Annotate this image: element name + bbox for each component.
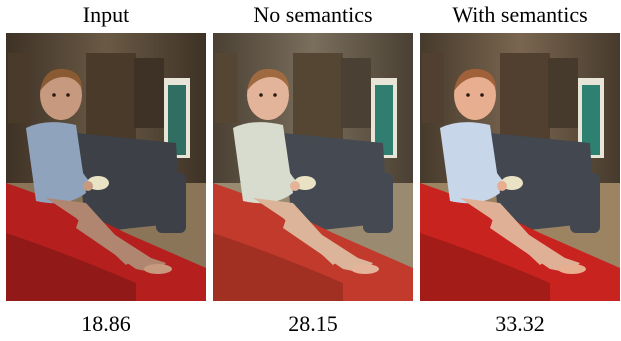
photo-input xyxy=(6,33,206,301)
bookshelf-left xyxy=(8,53,30,123)
child-hair xyxy=(40,68,82,91)
blanket-shadow xyxy=(420,233,550,301)
child-arm xyxy=(472,143,505,191)
sofa-arm xyxy=(363,173,393,233)
sofa xyxy=(490,133,595,233)
eye-right xyxy=(273,93,277,97)
blanket-shadow xyxy=(213,233,343,301)
blanket-shadow xyxy=(6,233,136,301)
bookshelf-left xyxy=(422,53,444,123)
photo-no-semantics xyxy=(213,33,413,301)
child-hair xyxy=(247,68,289,91)
door xyxy=(375,85,393,155)
eye-left xyxy=(259,93,263,97)
panel-score: 28.15 xyxy=(288,311,338,336)
eye-left xyxy=(52,93,56,97)
sofa-arm xyxy=(570,173,600,233)
foot xyxy=(558,264,586,274)
sofa xyxy=(283,133,388,233)
panel-input: Input 18.86 xyxy=(6,0,206,341)
hand xyxy=(497,181,507,191)
shelf-back xyxy=(500,53,550,143)
child-face xyxy=(247,70,289,120)
sofa xyxy=(76,133,181,233)
panel-with-semantics: With semantics 33.32 xyxy=(420,0,620,341)
panel-title: With semantics xyxy=(452,2,588,27)
panel-score: 18.86 xyxy=(81,311,131,336)
foot xyxy=(144,264,172,274)
child-hair xyxy=(454,68,496,91)
panel-score: 33.32 xyxy=(495,311,545,336)
eye-left xyxy=(466,93,470,97)
child-shirt xyxy=(440,122,500,204)
dark-wall-panel xyxy=(341,58,371,128)
child-face xyxy=(454,70,496,120)
dark-wall-panel xyxy=(134,58,164,128)
child-face xyxy=(40,70,82,120)
hand xyxy=(83,181,93,191)
foot xyxy=(351,264,379,274)
door xyxy=(168,85,186,155)
child-shirt xyxy=(233,122,293,204)
leg-lower xyxy=(76,213,166,273)
dark-wall-panel xyxy=(548,58,578,128)
photo-with-semantics xyxy=(420,33,620,301)
leg-lower xyxy=(283,213,373,273)
eye-right xyxy=(480,93,484,97)
shelf-back xyxy=(86,53,136,143)
panel-no-semantics: No semantics 28.15 xyxy=(213,0,413,341)
bookshelf-left xyxy=(215,53,237,123)
eye-right xyxy=(66,93,70,97)
hand xyxy=(290,181,300,191)
child-arm xyxy=(58,143,91,191)
child-shirt xyxy=(26,122,86,204)
sofa-arm xyxy=(156,173,186,233)
door xyxy=(582,85,600,155)
panel-title: Input xyxy=(82,2,130,27)
leg-lower xyxy=(490,213,580,273)
shelf-back xyxy=(293,53,343,143)
child-arm xyxy=(265,143,298,191)
panel-title: No semantics xyxy=(253,2,373,27)
